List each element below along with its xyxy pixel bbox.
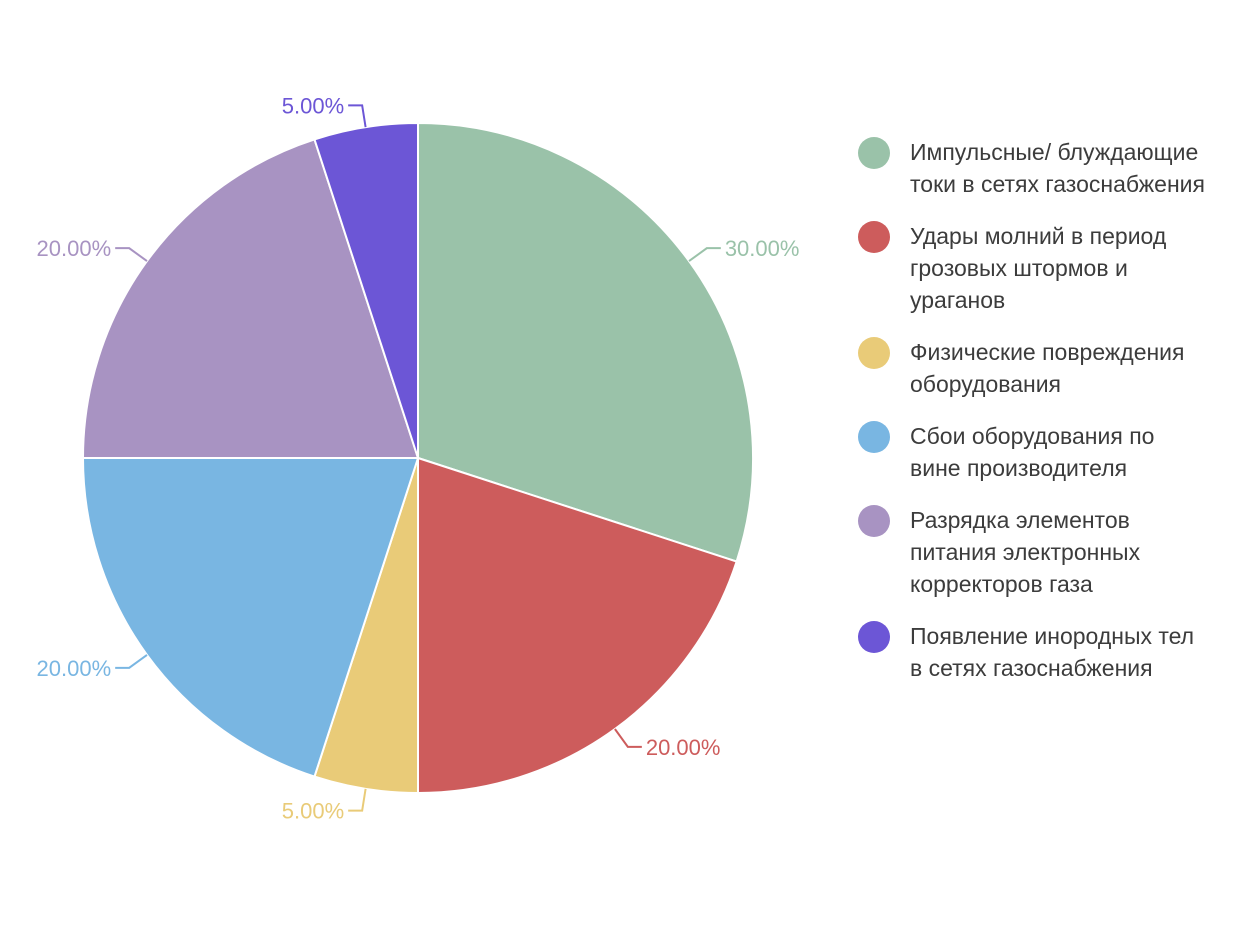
legend-label: Удары молний в период грозовых штормов и… [910, 223, 1167, 313]
legend-swatch-icon [858, 621, 890, 653]
slice-value-label: 20.00% [37, 656, 112, 681]
legend-label: Импульсные/ блуждающие токи в сетях газо… [910, 139, 1205, 197]
legend-swatch-icon [858, 137, 890, 169]
slice-value-label: 20.00% [646, 735, 721, 760]
legend-item: Разрядка элементов питания электронных к… [858, 504, 1208, 600]
legend-label: Физические повреждения оборудования [910, 339, 1185, 397]
slice-value-label: 20.00% [37, 236, 112, 261]
legend-swatch-icon [858, 337, 890, 369]
legend-item: Физические повреждения оборудования [858, 336, 1208, 400]
pie-slice [313, 121, 419, 459]
leader-line [614, 728, 642, 748]
legend-item: Удары молний в период грозовых штормов и… [858, 220, 1208, 316]
leader-line [115, 654, 148, 669]
slice-value-label: 5.00% [282, 799, 344, 824]
legend-swatch-icon [858, 421, 890, 453]
legend: Импульсные/ блуждающие токи в сетях газо… [858, 136, 1208, 704]
legend-label: Сбои оборудования по вине производителя [910, 423, 1155, 481]
legend-label: Появление инородных тел в сетях газоснаб… [910, 623, 1195, 681]
leader-line [348, 104, 367, 128]
legend-item: Сбои оборудования по вине производителя [858, 420, 1208, 484]
slice-value-label: 30.00% [725, 236, 800, 261]
slice-value-label: 5.00% [282, 93, 344, 118]
legend-label: Разрядка элементов питания электронных к… [910, 507, 1141, 597]
legend-swatch-icon [858, 221, 890, 253]
leader-line [348, 788, 367, 812]
leader-line [688, 247, 721, 262]
legend-item: Импульсные/ блуждающие токи в сетях газо… [858, 136, 1208, 200]
legend-item: Появление инородных тел в сетях газоснаб… [858, 620, 1208, 684]
legend-swatch-icon [858, 505, 890, 537]
leader-line [115, 247, 148, 262]
